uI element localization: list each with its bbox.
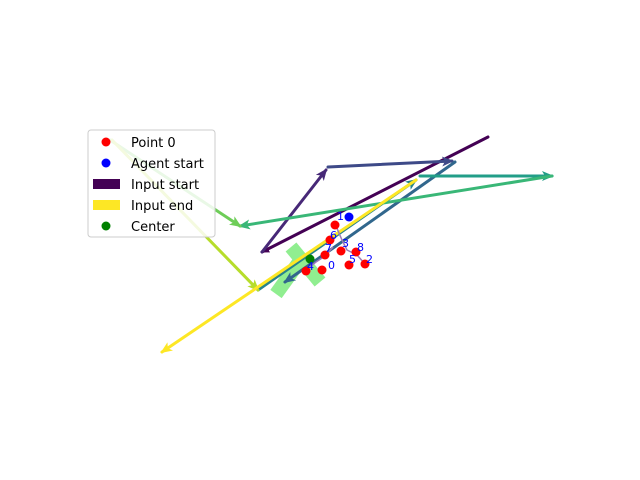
legend-frame [87, 129, 216, 238]
point-marker [301, 266, 311, 276]
point-label: 4 [307, 260, 314, 273]
legend-swatch [93, 179, 120, 189]
point-marker [344, 260, 354, 270]
point-marker [325, 235, 335, 245]
point-labels: 0 1 2 3 4 567 8 [307, 210, 373, 273]
point-connector [335, 225, 366, 265]
input-arrow [238, 174, 554, 230]
legend-marker [101, 221, 111, 231]
point-marker [336, 246, 346, 256]
input-arrow [260, 168, 328, 254]
input-arrow [260, 135, 490, 254]
point-marker [351, 247, 361, 257]
point-marker [317, 265, 327, 275]
legend-label: Center [131, 220, 175, 235]
point-marker [360, 259, 370, 269]
legend-label: Input end [131, 199, 193, 214]
points-layer [301, 212, 370, 276]
point-label: 8 [357, 241, 364, 254]
point-label: 1 [337, 210, 344, 223]
point-label: 2 [366, 253, 373, 266]
point-marker [320, 250, 330, 260]
point-label: 7 [325, 242, 332, 255]
center-marker [305, 254, 315, 264]
point-label: 6 [330, 229, 337, 242]
point-connector [305, 246, 334, 271]
point-label: 0 [328, 259, 335, 272]
agent-start-marker [344, 212, 354, 222]
legend: Point 0 Agent start Input start Input end Ce… [87, 129, 216, 238]
legend-marker [101, 137, 111, 147]
legend-marker [101, 158, 111, 168]
input-arrow [160, 178, 418, 354]
point-label: 5 [349, 253, 356, 266]
point-marker [330, 220, 340, 230]
input-arrow [326, 156, 454, 169]
legend-swatch [93, 200, 120, 210]
point-label: 3 [342, 237, 349, 250]
legend-label: Input start [131, 178, 199, 193]
legend-label: Agent start [131, 157, 204, 172]
legend-label: Point 0 [131, 136, 176, 151]
